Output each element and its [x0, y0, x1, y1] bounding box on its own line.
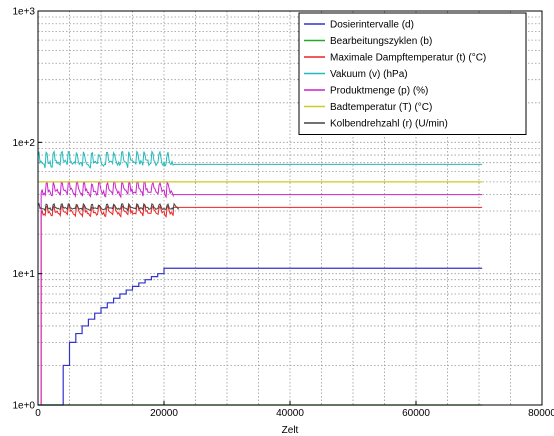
axis-ticks: 0 20000 40000 60000 80000 1e+0 1e+1 1e+2 1e+3	[12, 7, 554, 420]
series-line-4	[37, 11, 483, 169]
legend-entry: Bearbeitungszyklen (b)	[330, 36, 432, 47]
series-line-1	[38, 267, 483, 406]
y-tick-label: 1e+1	[12, 269, 35, 280]
series-line-7	[37, 202, 180, 405]
x-tick-label: 0	[35, 408, 41, 419]
legend-entry: Badtemperatur (T) (°C)	[330, 102, 432, 113]
legend-entry: Vakuum (v) (hPa)	[330, 69, 408, 80]
legend-entry: Dosierintervalle (d)	[330, 20, 414, 31]
x-tick-label: 40000	[276, 408, 304, 419]
y-tick-label: 1e+3	[12, 7, 35, 18]
legend-entry: Kolbendrehzahl (r) (U/min)	[330, 119, 448, 130]
legend-box	[298, 12, 527, 135]
x-tick-label: 80000	[528, 408, 554, 419]
legend-entry: Produktmenge (p) (%)	[330, 86, 428, 97]
series-line-3	[40, 204, 483, 405]
legend: Dosierintervalle (d) Bearbeitungszyklen (…	[298, 12, 527, 135]
y-tick-label: 1e+0	[12, 401, 35, 412]
x-axis-label: Zelt	[282, 425, 299, 436]
x-tick-label: 60000	[402, 408, 430, 419]
y-tick-label: 1e+2	[12, 138, 35, 149]
series-layer	[37, 11, 483, 406]
legend-entry: Maximale Dampftemperatur (t) (°C)	[330, 53, 486, 64]
series-line-5	[40, 180, 483, 405]
x-tick-label: 20000	[150, 408, 178, 419]
